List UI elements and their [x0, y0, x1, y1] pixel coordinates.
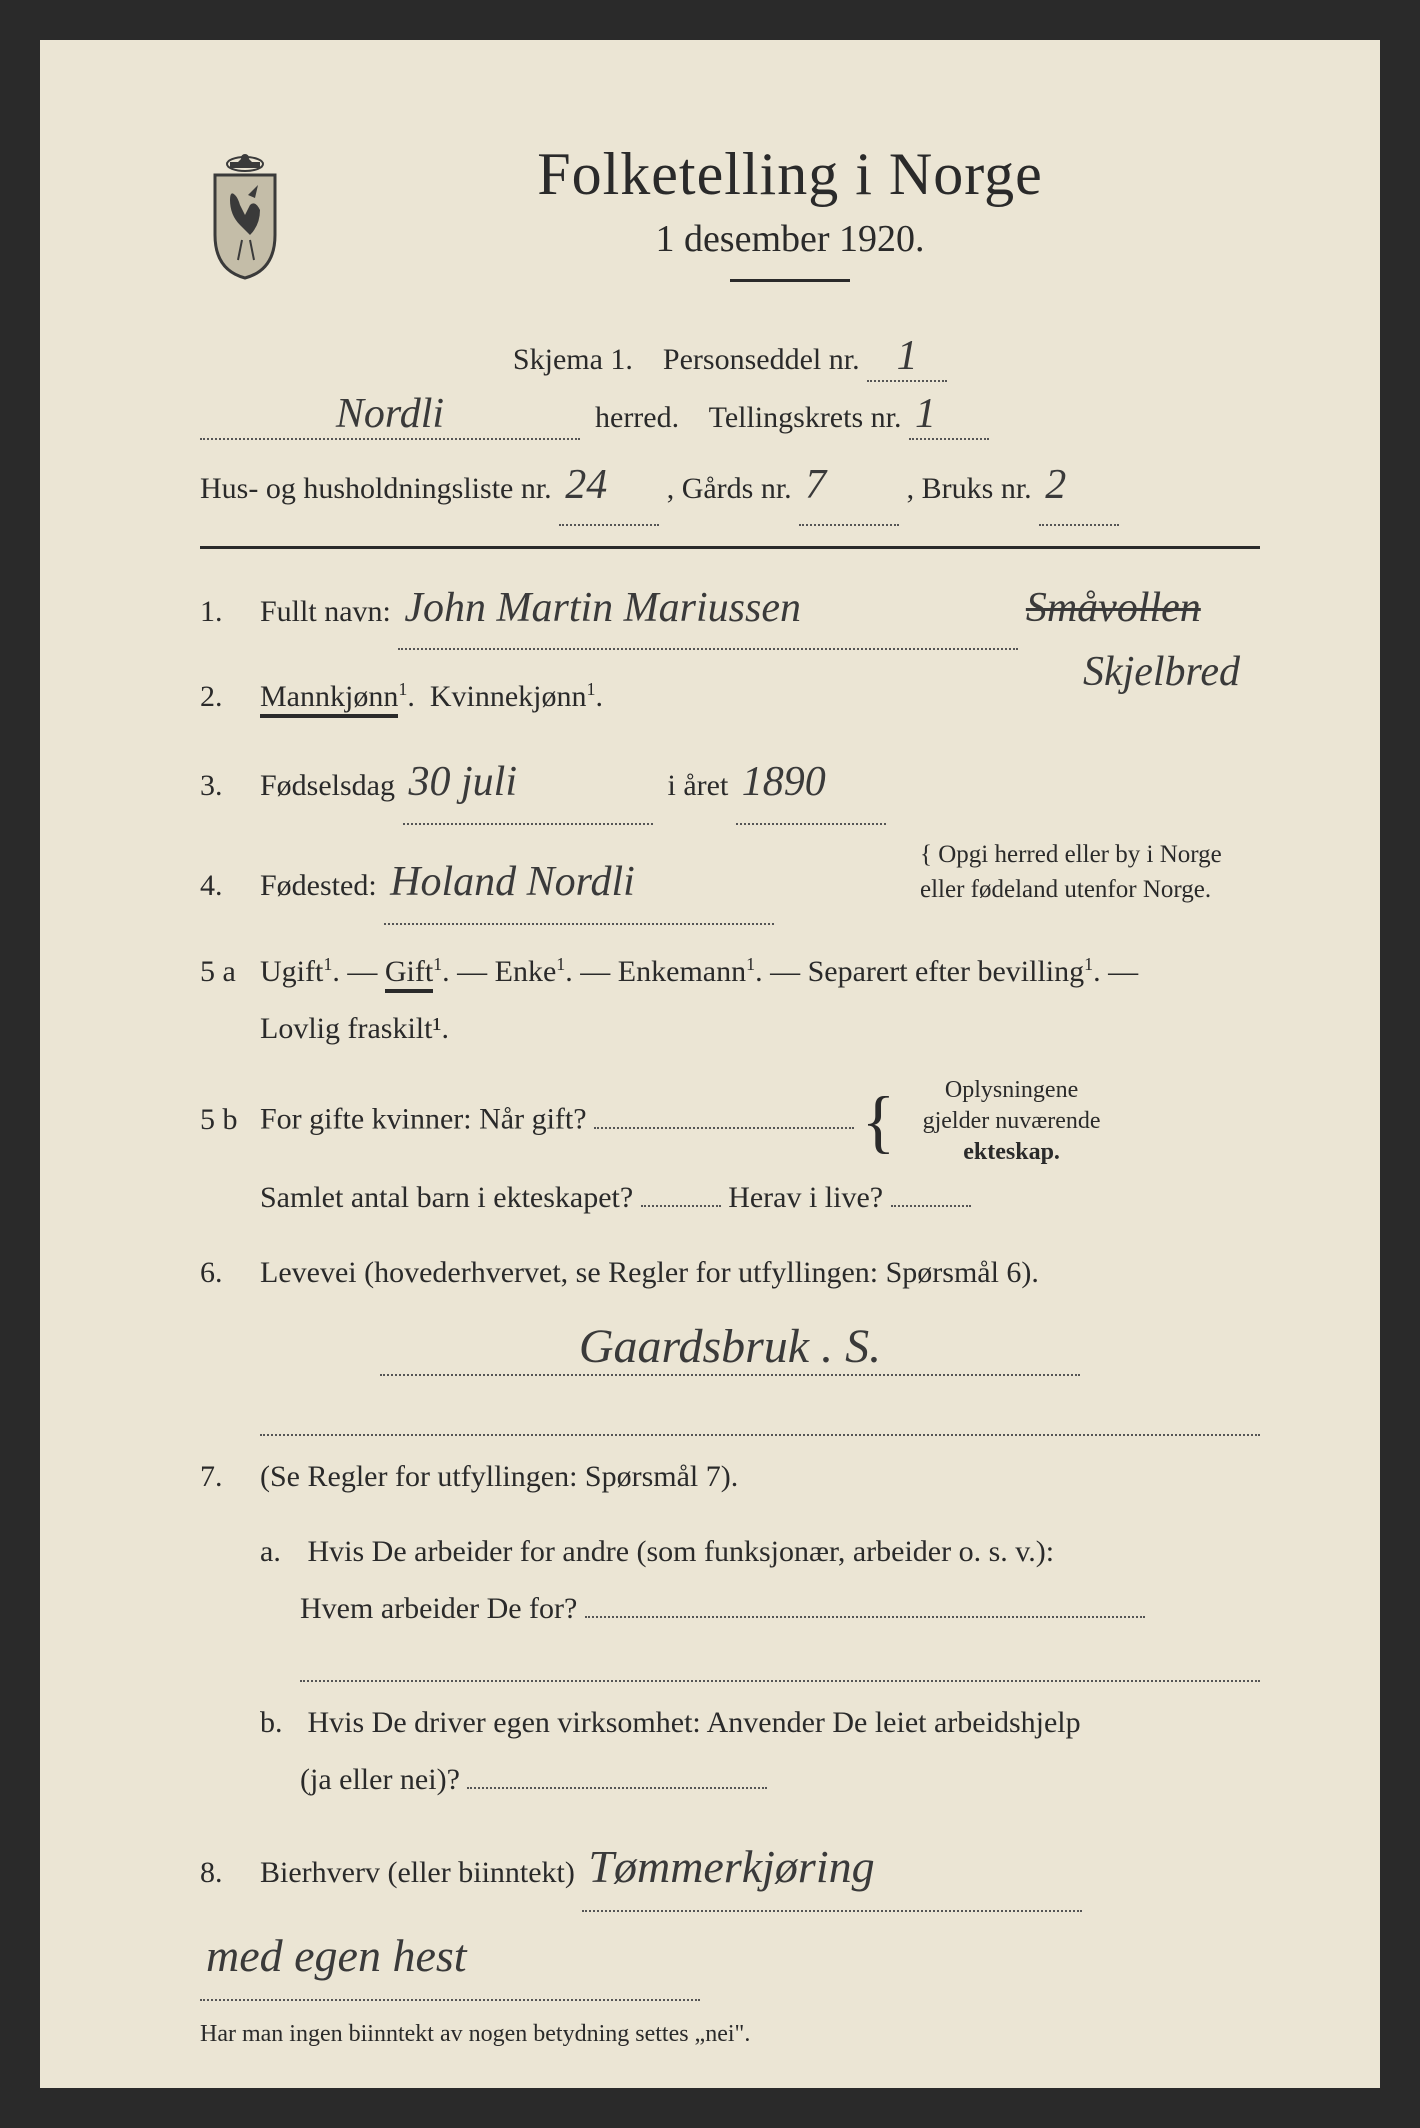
footer-note: Har man ingen biinntekt av nogen betydni…	[200, 2021, 1260, 2048]
husliste-value: 24	[559, 448, 659, 526]
q1-value: John Martin Mariussen	[398, 569, 1018, 651]
q5b-num: 5 b	[200, 1091, 260, 1148]
q2-num: 2.	[200, 668, 260, 725]
q6-value: Gaardsbruk . S.	[380, 1319, 1080, 1376]
q7-label: (Se Regler for utfyllingen: Spørsmål 7).	[260, 1460, 738, 1493]
question-3: 3. Fødselsdag 30 juli i året 1890	[200, 743, 1260, 825]
q7a: a. Hvis De arbeider for andre (som funks…	[260, 1523, 1260, 1637]
herred-line: Nordli herred. Tellingskrets nr. 1	[200, 390, 1260, 440]
q7a-blank	[300, 1652, 1260, 1682]
q3-year: 1890	[736, 743, 886, 825]
q2-opt2: Kvinnekjønn	[430, 680, 587, 713]
main-title: Folketelling i Norge	[320, 140, 1260, 209]
bruks-value: 2	[1039, 448, 1119, 526]
q8-value2: med egen hest	[200, 1912, 700, 2001]
skjema-label: Skjema 1.	[513, 343, 633, 376]
title-rule	[730, 279, 850, 282]
q1-label: Fullt navn:	[260, 595, 391, 628]
question-8: 8. Bierhverv (eller biinntekt) Tømmerkjø…	[200, 1823, 1260, 2002]
q7a-text: Hvis De arbeider for andre (som funksjon…	[308, 1535, 1055, 1568]
q6-num: 6.	[200, 1244, 260, 1301]
husliste-label: Hus- og husholdningsliste nr.	[200, 472, 552, 505]
question-5b: 5 b For gifte kvinner: Når gift? Oplysni…	[200, 1075, 1260, 1226]
q5b-label2: Samlet antal barn i ekteskapet?	[260, 1181, 633, 1214]
q5a-line2: Lovlig fraskilt¹.	[260, 1012, 449, 1045]
skjema-line: Skjema 1. Personseddel nr. 1	[200, 332, 1260, 382]
q7b-text2: (ja eller nei)?	[300, 1763, 460, 1796]
bruks-label: , Bruks nr.	[907, 472, 1032, 505]
q7a-text2: Hvem arbeider De for?	[300, 1592, 577, 1625]
header: Folketelling i Norge 1 desember 1920.	[200, 140, 1260, 312]
gards-label: , Gårds nr.	[667, 472, 792, 505]
q7b-letter: b.	[260, 1694, 300, 1751]
q3-label2: i året	[668, 769, 729, 802]
annotation-skjelbred: Skjelbred	[1083, 648, 1240, 696]
q4-note: Opgi herred eller by i Norge eller fødel…	[920, 841, 1222, 903]
coat-of-arms-icon	[200, 150, 290, 280]
q3-label: Fødselsdag	[260, 769, 395, 802]
q8-label: Bierhverv (eller biinntekt)	[260, 1856, 575, 1889]
census-form-page: Folketelling i Norge 1 desember 1920. Sk…	[40, 40, 1380, 2088]
title-block: Folketelling i Norge 1 desember 1920.	[320, 140, 1260, 312]
herred-label: herred.	[595, 401, 679, 434]
q4-label: Fødested:	[260, 869, 377, 902]
question-1: 1. Fullt navn: John Martin Mariussen Små…	[200, 569, 1260, 651]
herred-name: Nordli	[200, 390, 580, 440]
q1-num: 1.	[200, 583, 260, 640]
question-5a: 5 a Ugift1. — Gift1. — Enke1. — Enkemann…	[200, 943, 1260, 1057]
divider	[200, 546, 1260, 549]
personseddel-label: Personseddel nr.	[663, 343, 860, 376]
q6-answer: Gaardsbruk . S.	[200, 1319, 1260, 1376]
q5b-label1: For gifte kvinner: Når gift?	[260, 1103, 587, 1136]
q2-opt1: Mannkjønn	[260, 680, 398, 718]
q5b-note: Oplysningene gjelder nuværende ekteskap.	[892, 1075, 1132, 1169]
q3-num: 3.	[200, 757, 260, 814]
q8-value: Tømmerkjøring	[582, 1823, 1082, 1912]
gards-value: 7	[799, 448, 899, 526]
q7b: b. Hvis De driver egen virksomhet: Anven…	[260, 1694, 1260, 1808]
q6-label: Levevei (hovederhvervet, se Regler for u…	[260, 1256, 1039, 1289]
q7a-letter: a.	[260, 1523, 300, 1580]
subtitle: 1 desember 1920.	[320, 217, 1260, 261]
tellingskrets-value: 1	[909, 390, 989, 440]
q4-value: Holand Nordli	[384, 843, 774, 925]
q6-blank-line	[260, 1406, 1260, 1436]
q7-num: 7.	[200, 1448, 260, 1505]
husliste-line: Hus- og husholdningsliste nr. 24 , Gårds…	[200, 448, 1260, 526]
q1-struck: Småvollen	[1026, 569, 1201, 649]
q4-num: 4.	[200, 857, 260, 914]
q7b-text: Hvis De driver egen virksomhet: Anvender…	[308, 1706, 1081, 1739]
question-7: 7. (Se Regler for utfyllingen: Spørsmål …	[200, 1448, 1260, 1505]
tellingskrets-label: Tellingskrets nr.	[709, 401, 902, 434]
q5a-num: 5 a	[200, 943, 260, 1000]
question-6: 6. Levevei (hovederhvervet, se Regler fo…	[200, 1244, 1260, 1301]
personseddel-value: 1	[867, 332, 947, 382]
question-4: 4. Fødested: Holand Nordli { Opgi herred…	[200, 843, 1260, 925]
q8-num: 8.	[200, 1844, 260, 1901]
q5a-selected: Gift	[385, 955, 433, 993]
q3-day: 30 juli	[403, 743, 653, 825]
q5b-label3: Herav i live?	[728, 1181, 883, 1214]
